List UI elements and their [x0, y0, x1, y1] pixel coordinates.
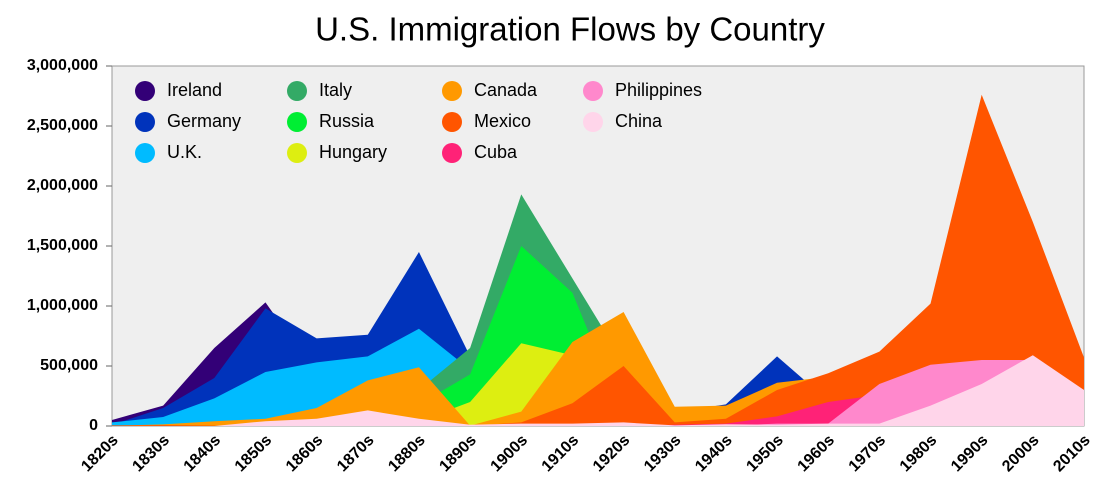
x-tick-label: 1870s	[334, 432, 378, 476]
area	[112, 355, 1084, 426]
legend-swatch	[442, 143, 462, 163]
legend-label: Russia	[319, 111, 375, 131]
x-tick-label: 1910s	[539, 432, 583, 476]
x-tick-label: 1880s	[385, 432, 429, 476]
legend-label: Philippines	[615, 80, 702, 100]
legend-swatch	[287, 112, 307, 132]
x-tick-label: 1920s	[590, 432, 634, 476]
legend-label: U.K.	[167, 142, 202, 162]
x-tick-label: 2000s	[999, 432, 1043, 476]
legend-label: Germany	[167, 111, 241, 131]
x-tick-label: 1930s	[641, 432, 685, 476]
legend-swatch	[135, 81, 155, 101]
x-tick-label: 1840s	[181, 432, 225, 476]
legend-label: Canada	[474, 80, 538, 100]
x-tick-label: 2010s	[1050, 432, 1094, 476]
legend-swatch	[442, 81, 462, 101]
y-tick-label: 1,500,000	[27, 237, 98, 254]
legend-swatch	[442, 112, 462, 132]
legend-label: Cuba	[474, 142, 518, 162]
y-tick-label: 0	[89, 417, 98, 434]
chart-title: U.S. Immigration Flows by Country	[315, 11, 825, 48]
y-tick-label: 3,000,000	[27, 57, 98, 74]
y-tick-label: 2,500,000	[27, 117, 98, 134]
x-tick-label: 1960s	[795, 432, 839, 476]
legend-swatch	[583, 112, 603, 132]
legend-label: Hungary	[319, 142, 387, 162]
legend-label: Italy	[319, 80, 352, 100]
x-tick-label: 1830s	[129, 432, 173, 476]
legend-swatch	[135, 112, 155, 132]
y-tick-label: 500,000	[40, 357, 98, 374]
legend-label: Ireland	[167, 80, 222, 100]
x-tick-label: 1890s	[436, 432, 480, 476]
x-tick-label: 1950s	[743, 432, 787, 476]
legend-swatch	[135, 143, 155, 163]
legend-label: Mexico	[474, 111, 531, 131]
x-tick-label: 1860s	[283, 432, 327, 476]
legend-swatch	[287, 81, 307, 101]
x-tick-label: 1980s	[897, 432, 941, 476]
y-tick-label: 2,000,000	[27, 177, 98, 194]
legend-swatch	[583, 81, 603, 101]
x-tick-label: 1940s	[692, 432, 736, 476]
legend-swatch	[287, 143, 307, 163]
legend-label: China	[615, 111, 663, 131]
x-tick-label: 1970s	[846, 432, 890, 476]
x-tick-label: 1900s	[488, 432, 532, 476]
y-tick-label: 1,000,000	[27, 297, 98, 314]
x-tick-label: 1820s	[78, 432, 122, 476]
x-tick-label: 1850s	[232, 432, 276, 476]
x-tick-label: 1990s	[948, 432, 992, 476]
